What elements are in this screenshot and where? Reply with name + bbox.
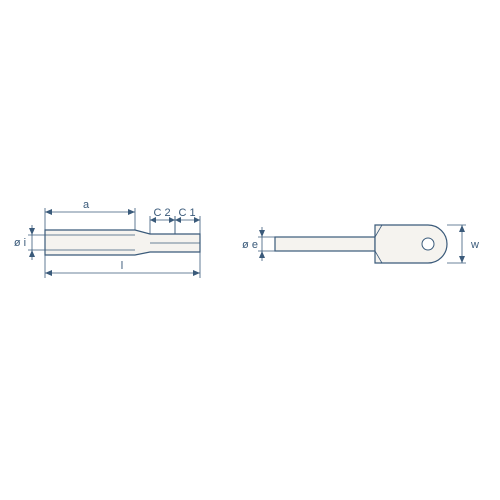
stud-hole [422, 238, 434, 250]
side-view: a C 2 C 1 l [14, 199, 200, 278]
dim-c1: C 1 [175, 207, 200, 234]
label-w: w [470, 239, 479, 251]
label-c2: C 2 [153, 207, 170, 219]
dim-oe: ø e [242, 227, 275, 261]
label-c1: C 1 [178, 207, 195, 219]
dim-w: w [447, 225, 479, 263]
label-oi: ø i [14, 237, 26, 249]
dim-oi: ø i [14, 225, 45, 260]
label-oe: ø e [242, 239, 258, 251]
dim-c2: C 2 [150, 207, 175, 234]
side-body [45, 230, 200, 255]
top-palm [375, 225, 447, 263]
technical-drawing: a C 2 C 1 l [0, 0, 500, 500]
dim-l: l [45, 252, 200, 278]
label-a: a [83, 199, 90, 211]
label-l: l [121, 260, 123, 272]
dim-a: a [45, 199, 135, 230]
top-barrel [275, 237, 375, 251]
top-view: ø e w [242, 225, 479, 263]
